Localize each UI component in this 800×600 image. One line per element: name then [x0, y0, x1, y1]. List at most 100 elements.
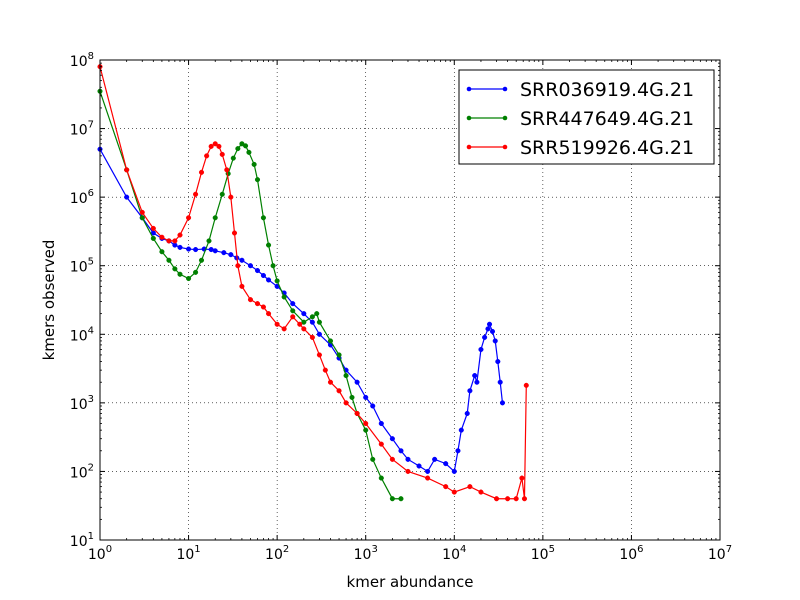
data-point: [451, 489, 457, 495]
data-point: [266, 242, 272, 248]
data-point: [166, 238, 172, 244]
x-axis-label: kmer abundance: [347, 573, 474, 591]
data-point: [228, 252, 234, 258]
data-point: [327, 379, 334, 385]
data-point: [139, 209, 145, 215]
data-point: [474, 379, 480, 385]
y-tick-label: 104: [70, 325, 94, 344]
legend: SRR036919.4G.21 SRR447649.4G.21 SRR519926.…: [458, 69, 715, 165]
y-tick-label: 105: [70, 257, 94, 276]
x-tick-label: 100: [88, 544, 112, 563]
y-tick-label: 107: [70, 120, 94, 139]
x-tick-label: 107: [708, 544, 732, 563]
data-point: [274, 321, 280, 327]
data-point: [281, 326, 287, 332]
data-point: [204, 153, 210, 159]
x-tick-labels: 100 101 102 103 104 105 106 107: [88, 544, 732, 563]
data-point: [378, 475, 384, 481]
data-point: [260, 215, 266, 221]
data-point: [425, 468, 431, 474]
legend-label: SRR036919.4G.21: [520, 79, 694, 101]
data-point: [495, 359, 501, 365]
data-point: [246, 149, 252, 155]
data-point: [486, 321, 493, 327]
data-point: [378, 420, 384, 427]
data-point: [389, 436, 395, 442]
x-tick-label: 104: [442, 544, 466, 563]
data-point: [389, 456, 395, 462]
data-point: [186, 246, 192, 252]
data-point: [230, 155, 236, 161]
data-point: [405, 468, 411, 474]
data-point: [370, 403, 376, 409]
data-point: [398, 496, 404, 502]
data-point: [497, 379, 503, 385]
data-point: [398, 448, 404, 454]
data-point: [336, 352, 342, 358]
data-point: [239, 283, 245, 289]
x-tick-label: 102: [265, 544, 289, 563]
data-point: [455, 448, 461, 454]
data-point: [322, 367, 328, 373]
data-point: [309, 334, 315, 340]
data-point: [235, 146, 241, 152]
data-point: [467, 388, 473, 394]
data-point: [216, 143, 222, 149]
data-point: [492, 338, 498, 344]
data-point: [309, 314, 315, 320]
data-point: [443, 461, 449, 467]
data-point: [177, 271, 183, 277]
data-point: [370, 456, 376, 462]
x-tick-label: 101: [176, 544, 200, 563]
data-point: [521, 496, 528, 502]
data-point: [464, 410, 470, 417]
data-point: [316, 331, 322, 337]
data-point: [336, 388, 342, 394]
data-point: [467, 484, 473, 490]
data-point: [254, 268, 261, 274]
data-point: [166, 257, 172, 263]
data-point: [219, 151, 225, 157]
data-point: [314, 311, 320, 317]
data-point: [124, 167, 130, 173]
data-point: [281, 294, 287, 300]
series-2: [97, 88, 404, 502]
series-line: [99, 66, 527, 500]
data-point: [425, 475, 431, 481]
data-point: [416, 463, 422, 469]
data-point: [363, 427, 369, 433]
data-point: [458, 427, 464, 433]
data-point: [505, 496, 511, 502]
data-point: [301, 311, 307, 317]
data-point: [478, 346, 484, 353]
data-point: [494, 496, 500, 502]
y-tick-label: 103: [70, 394, 94, 413]
data-point: [239, 257, 245, 263]
data-point: [212, 248, 218, 254]
data-point: [198, 169, 205, 175]
data-point: [247, 263, 254, 269]
data-point: [290, 301, 296, 307]
data-point: [270, 263, 276, 269]
ticks: [99, 59, 721, 541]
data-point: [485, 326, 491, 332]
data-point: [489, 328, 496, 335]
data-point: [159, 249, 165, 255]
data-point: [405, 456, 411, 462]
data-point: [228, 194, 234, 200]
y-tick-label: 101: [70, 531, 94, 550]
data-point: [478, 489, 484, 495]
plot-frame: [99, 59, 721, 541]
data-point: [523, 382, 529, 388]
data-point: [297, 321, 303, 327]
data-point: [309, 319, 315, 325]
series-layer: [97, 64, 529, 502]
y-tick-label: 102: [70, 462, 94, 481]
data-point: [260, 304, 266, 310]
data-point: [482, 334, 488, 340]
data-point: [177, 232, 183, 238]
data-point: [235, 263, 241, 269]
data-point: [224, 167, 230, 173]
y-tick-labels: 101 102 103 104 105 106 107 108: [70, 51, 94, 550]
